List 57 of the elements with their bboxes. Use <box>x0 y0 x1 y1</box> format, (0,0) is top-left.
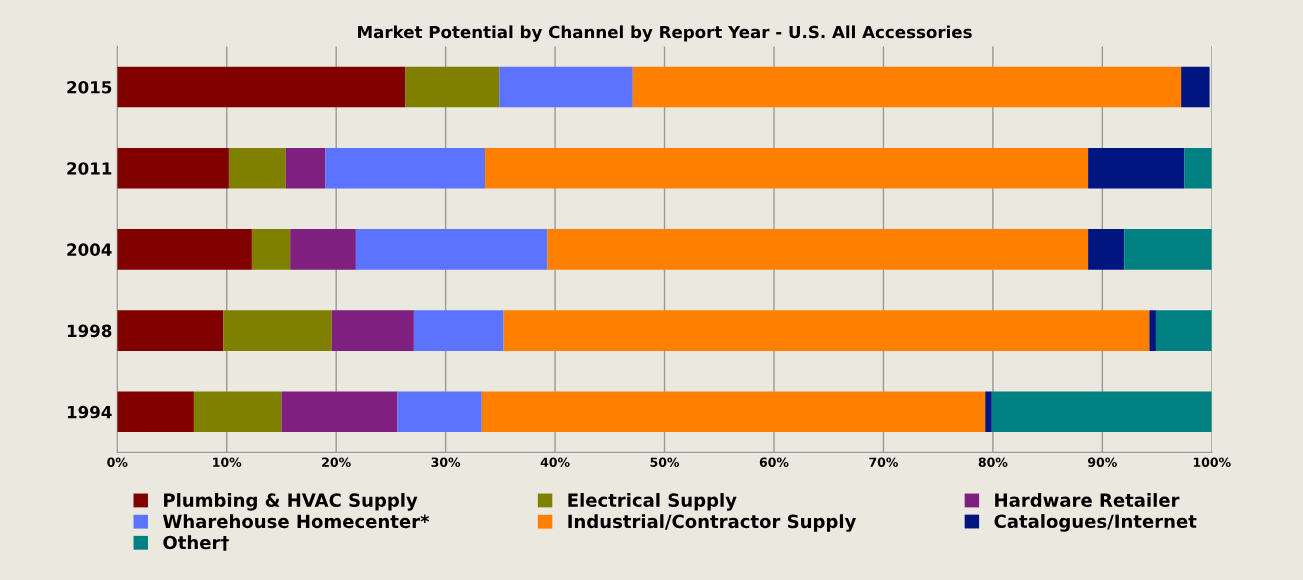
bar <box>1149 310 1156 351</box>
bar <box>985 391 992 433</box>
bar <box>503 310 1150 351</box>
bar <box>331 310 414 351</box>
bar <box>1124 229 1212 270</box>
x-tick-label: 90% <box>1088 457 1117 467</box>
legend-label: Other† <box>163 535 229 551</box>
bar <box>413 310 504 351</box>
x-tick-label: 30% <box>431 457 461 467</box>
bar <box>117 391 194 433</box>
bar <box>223 310 332 351</box>
y-tick-label: 2004 <box>67 243 112 256</box>
bar <box>547 229 1089 270</box>
bar <box>1088 229 1125 270</box>
y-tick-label: 1998 <box>67 324 112 338</box>
x-tick-label: 0% <box>107 457 128 467</box>
bar <box>632 66 1182 108</box>
legend-label: Electrical Supply <box>568 493 737 511</box>
bar <box>193 391 282 433</box>
y-tick-label: 2011 <box>67 162 112 175</box>
chart-title: Market Potential by Channel by Report Year - U.S. All Accessories <box>358 25 972 42</box>
bar <box>991 391 1212 433</box>
legend-label: Industrial/Contractor Supply <box>568 514 857 532</box>
bar <box>1088 147 1185 189</box>
legend-label: Hardware Retailer <box>995 493 1180 507</box>
bar <box>1184 147 1212 189</box>
x-tick-label: 20% <box>322 457 351 467</box>
legend-label: Catalogues/Internet <box>994 514 1197 532</box>
x-tick-label: 10% <box>213 457 242 467</box>
bar <box>117 147 229 189</box>
x-tick-label: 80% <box>978 457 1008 467</box>
bar <box>228 147 286 189</box>
bar <box>281 391 398 433</box>
bar <box>397 391 482 433</box>
x-tick-label: 60% <box>759 457 789 467</box>
bar <box>117 229 252 270</box>
y-tick-label: 1994 <box>67 405 112 419</box>
legend-label: Wharehouse Homecenter* <box>162 514 430 529</box>
bar <box>117 66 406 108</box>
bar <box>290 229 356 270</box>
x-tick-label: 100% <box>1193 457 1231 467</box>
x-tick-label: 50% <box>650 457 680 467</box>
bar <box>117 310 224 351</box>
legend-label: Plumbing & HVAC Supply <box>164 493 418 511</box>
bar <box>1155 310 1212 351</box>
bar <box>1181 66 1210 108</box>
y-tick-label: 2015 <box>67 80 112 94</box>
bar <box>499 66 633 108</box>
bar <box>485 147 1089 189</box>
x-tick-label: 40% <box>540 457 570 467</box>
bar <box>251 229 291 270</box>
x-tick-label: 70% <box>869 457 898 467</box>
bar <box>355 229 548 270</box>
bar <box>481 391 986 433</box>
bar <box>285 147 326 189</box>
bar <box>325 147 486 189</box>
bar <box>405 66 500 108</box>
